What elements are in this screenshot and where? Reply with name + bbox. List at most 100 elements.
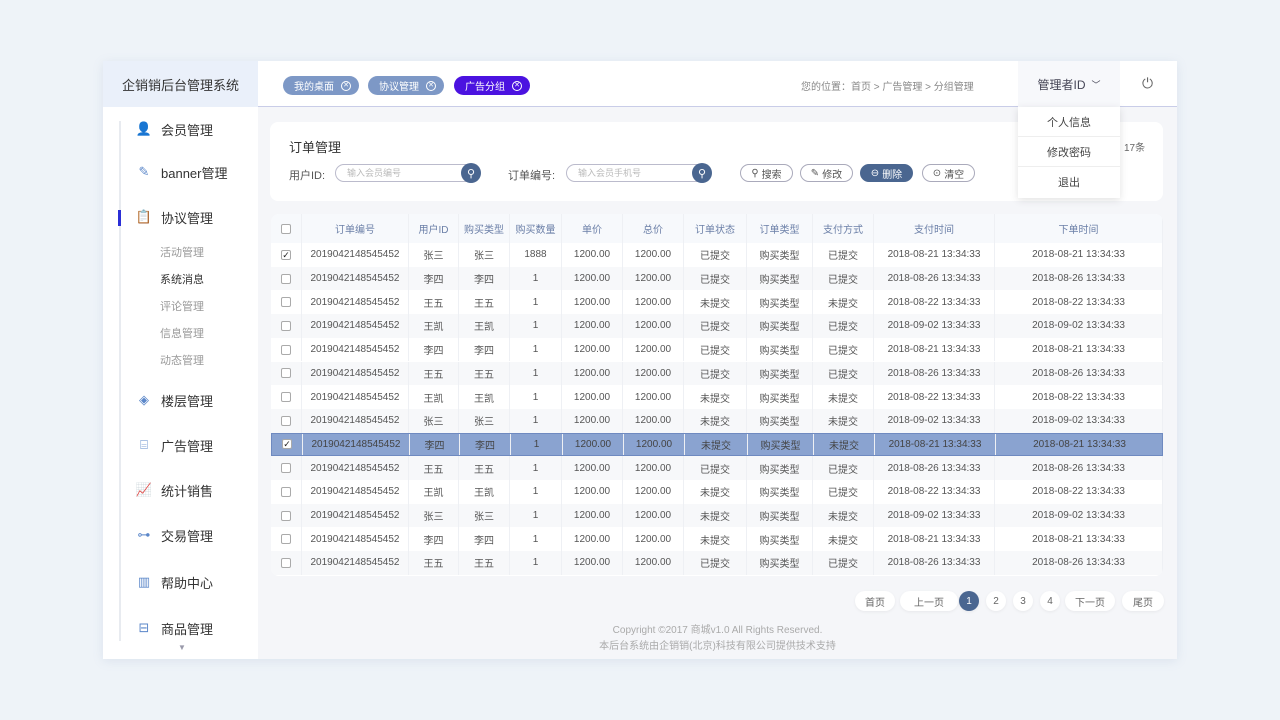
- row-checkbox[interactable]: [281, 415, 291, 426]
- close-icon[interactable]: ✕: [341, 80, 351, 91]
- table-row[interactable]: 2019042148545452 李四 李四 1 1200.00 1200.00 已提交 购买…: [271, 337, 1163, 362]
- page-button-first[interactable]: 首页: [855, 591, 895, 611]
- sidebar-item-6[interactable]: 📈 统计销售: [135, 481, 213, 499]
- table-row[interactable]: ✓ 2019042148545452 张三 张三 1888 1200.00 1200.00 已…: [271, 243, 1163, 267]
- cell: 1200.00: [623, 361, 684, 386]
- cell: 已提交: [684, 243, 747, 267]
- row-checkbox[interactable]: [281, 463, 291, 474]
- cell: 1200.00: [562, 480, 623, 504]
- filter-panel: 订单管理 17条 用户ID: 输入会员编号 ⚲ 订单编号: 输入会员手机号 ⚲ …: [270, 122, 1163, 201]
- user-id-input[interactable]: 输入会员编号: [335, 164, 475, 182]
- row-checkbox[interactable]: ✓: [281, 249, 291, 260]
- active-indicator: [118, 210, 121, 226]
- table-header[interactable]: 订单编号 用户ID 购买类型 购买数量 单价 总价 订单状态 订单类型 支付方式 支付时间 下单时间: [271, 214, 1163, 243]
- table-row[interactable]: 2019042148545452 王凯 王凯 1 1200.00 1200.00 未提交 购买…: [271, 385, 1163, 409]
- page-button-last[interactable]: 尾页: [1122, 591, 1164, 611]
- close-icon[interactable]: ✕: [512, 80, 522, 91]
- cell: 未提交: [813, 503, 874, 528]
- cell: 2019042148545452: [302, 527, 409, 552]
- sidebar-item-4[interactable]: ◈ 楼层管理: [135, 391, 213, 409]
- close-icon[interactable]: ✕: [426, 80, 436, 91]
- row-checkbox[interactable]: [281, 344, 291, 355]
- scroll-down-icon[interactable]: ▼: [178, 643, 186, 652]
- table-row[interactable]: 2019042148545452 王五 王五 1 1200.00 1200.00 已提交 购买…: [271, 456, 1163, 480]
- sidebar-subitem[interactable]: 系统消息: [160, 274, 204, 286]
- row-checkbox[interactable]: [281, 392, 291, 403]
- cell: 已提交: [684, 266, 747, 291]
- app-title: 企销销后台管理系统: [103, 61, 258, 107]
- cell: 购买类型: [747, 243, 813, 267]
- page-button-prev[interactable]: 上一页: [900, 591, 958, 611]
- row-checkbox[interactable]: [281, 557, 291, 568]
- sidebar-subitem[interactable]: 活动管理: [160, 247, 204, 259]
- table-row[interactable]: 2019042148545452 李四 李四 1 1200.00 1200.00 未提交 购买…: [271, 527, 1163, 552]
- cell: 2018-08-26 13:34:33: [874, 266, 995, 291]
- page-button-pages-3[interactable]: 4: [1040, 591, 1060, 611]
- cell: 2018-09-02 13:34:33: [995, 408, 1163, 433]
- page-button-pages-0[interactable]: 1: [959, 591, 979, 611]
- sidebar-item-7[interactable]: ⊶ 交易管理: [135, 526, 214, 544]
- cell: 王凯: [459, 385, 510, 409]
- cell: 王五: [459, 290, 510, 315]
- tab-3[interactable]: 广告分组 ✕: [454, 76, 530, 95]
- table-row[interactable]: 2019042148545452 王凯 王凯 1 1200.00 1200.00 未提交 购买…: [271, 480, 1163, 504]
- sidebar-item-2[interactable]: ✎ banner管理: [135, 163, 228, 181]
- page-button-pages-2[interactable]: 3: [1013, 591, 1033, 611]
- page-button-pages-1[interactable]: 2: [986, 591, 1006, 611]
- search-icon[interactable]: ⚲: [461, 163, 481, 183]
- cell: 2018-09-02 13:34:33: [995, 314, 1163, 338]
- sidebar-item-9[interactable]: ⊟ 商品管理: [135, 619, 213, 637]
- page-button-next[interactable]: 下一页: [1065, 591, 1115, 611]
- cell: 订单状态: [684, 214, 747, 243]
- cell: 1200.00: [623, 290, 684, 315]
- menu-item-profile[interactable]: 个人信息: [1018, 107, 1120, 137]
- sidebar-item-5[interactable]: ⌸ 广告管理: [135, 436, 213, 454]
- table-row[interactable]: 2019042148545452 王五 王五 1 1200.00 1200.00 已提交 购买…: [271, 361, 1163, 386]
- sidebar-subitem[interactable]: 评论管理: [160, 301, 204, 313]
- table-row[interactable]: 2019042148545452 李四 李四 1 1200.00 1200.00 已提交 购买…: [271, 266, 1163, 291]
- table-row[interactable]: 2019042148545452 王五 王五 1 1200.00 1200.00 未提交 购买…: [271, 290, 1163, 315]
- row-checkbox[interactable]: [281, 368, 291, 379]
- chevron-down-icon: ﹀: [1091, 79, 1101, 90]
- cell: 张三: [459, 503, 510, 528]
- table-row[interactable]: 2019042148545452 王五 王五 1 1200.00 1200.00 已提交 购买…: [271, 551, 1163, 575]
- sidebar-subitem[interactable]: 动态管理: [160, 355, 204, 367]
- row-checkbox[interactable]: [281, 273, 291, 284]
- table-row[interactable]: ✓ 2019042148545452 李四 李四 1 1200.00 1200.00 未提交购…: [271, 432, 1163, 457]
- sidebar-item-label: banner管理: [161, 165, 228, 181]
- table-row[interactable]: 2019042148545452 张三 张三 1 1200.00 1200.00 未提交 购买…: [271, 408, 1163, 433]
- edit-button[interactable]: ✎ 修改: [800, 164, 853, 182]
- order-no-input[interactable]: 输入会员手机号: [566, 164, 706, 182]
- select-all-checkbox[interactable]: [281, 223, 291, 234]
- sidebar-scrollbar[interactable]: [119, 121, 121, 641]
- cell: 1: [510, 527, 562, 552]
- table-row[interactable]: 2019042148545452 张三 张三 1 1200.00 1200.00 未提交 购买…: [271, 503, 1163, 528]
- sidebar-item-3[interactable]: 📋 协议管理: [135, 208, 213, 226]
- cell: 未提交: [813, 290, 874, 315]
- menu-item-logout[interactable]: 退出: [1058, 177, 1080, 189]
- tab-1[interactable]: 我的桌面 ✕: [283, 76, 359, 95]
- sidebar-subitem[interactable]: 信息管理: [160, 328, 204, 340]
- sidebar-item-8[interactable]: ▥ 帮助中心: [135, 573, 213, 591]
- tab-2[interactable]: 协议管理 ✕: [368, 76, 444, 95]
- delete-button[interactable]: ⊖ 删除: [860, 164, 913, 182]
- cell: 已提交: [813, 480, 874, 504]
- search-icon[interactable]: ⚲: [692, 163, 712, 183]
- cell: 2018-08-22 13:34:33: [995, 385, 1163, 409]
- row-checkbox[interactable]: [281, 534, 291, 545]
- search-button[interactable]: ⚲ 搜索: [740, 164, 793, 182]
- row-checkbox[interactable]: [281, 297, 291, 308]
- cell: 已提交: [684, 361, 747, 386]
- sidebar-item-1[interactable]: 👤 会员管理: [135, 120, 213, 138]
- power-icon[interactable]: ⏻: [1142, 75, 1154, 91]
- clear-button[interactable]: ⊙ 清空: [922, 164, 975, 182]
- admin-dropdown[interactable]: 管理者ID ﹀: [1018, 61, 1120, 107]
- cell: 1200.00: [562, 361, 623, 386]
- row-checkbox[interactable]: [281, 510, 291, 521]
- table-row[interactable]: 2019042148545452 王凯 王凯 1 1200.00 1200.00 已提交 购买…: [271, 314, 1163, 338]
- row-checkbox[interactable]: [281, 320, 291, 331]
- menu-item-change-password[interactable]: 修改密码: [1018, 137, 1120, 167]
- row-checkbox[interactable]: [281, 486, 291, 497]
- cell: 1200.00: [562, 456, 623, 480]
- row-checkbox[interactable]: ✓: [282, 439, 292, 450]
